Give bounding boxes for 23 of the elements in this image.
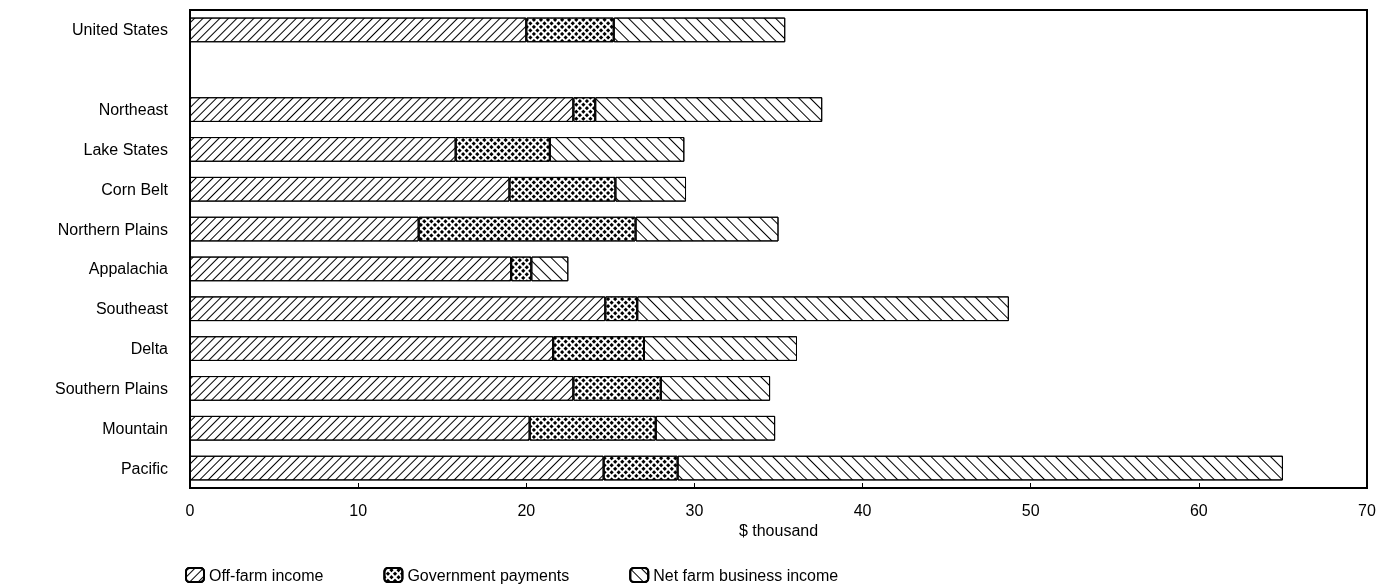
x-tick-label: 10 <box>349 501 368 519</box>
y-tick-label: United States <box>71 21 168 39</box>
y-tick-label: Pacific <box>120 459 168 477</box>
legend-label: Off-farm income <box>209 566 324 584</box>
x-axis-title: $ thousand <box>738 522 819 540</box>
x-tick-label: 30 <box>685 501 704 519</box>
x-tick-label: 60 <box>1189 501 1208 519</box>
y-tick-label: Delta <box>130 340 169 358</box>
x-tick-label: 20 <box>517 501 536 519</box>
y-tick-label: Southern Plains <box>55 379 168 397</box>
y-tick-label: Appalachia <box>88 260 169 278</box>
y-tick-label: Southeast <box>95 300 169 318</box>
x-tick-label: 70 <box>1358 501 1376 519</box>
y-tick-label: Mountain <box>102 419 168 437</box>
y-tick-label: Northeast <box>98 101 169 119</box>
y-tick-label: Northern Plains <box>57 220 168 238</box>
x-tick-label: 0 <box>185 501 195 519</box>
legend-label: Government payments <box>407 566 570 584</box>
x-tick-label: 50 <box>1021 501 1040 519</box>
y-tick-label: Lake States <box>83 140 168 158</box>
legend-label: Net farm business income <box>653 566 839 584</box>
y-tick-label: Corn Belt <box>101 180 169 198</box>
x-tick-label: 40 <box>853 501 872 519</box>
